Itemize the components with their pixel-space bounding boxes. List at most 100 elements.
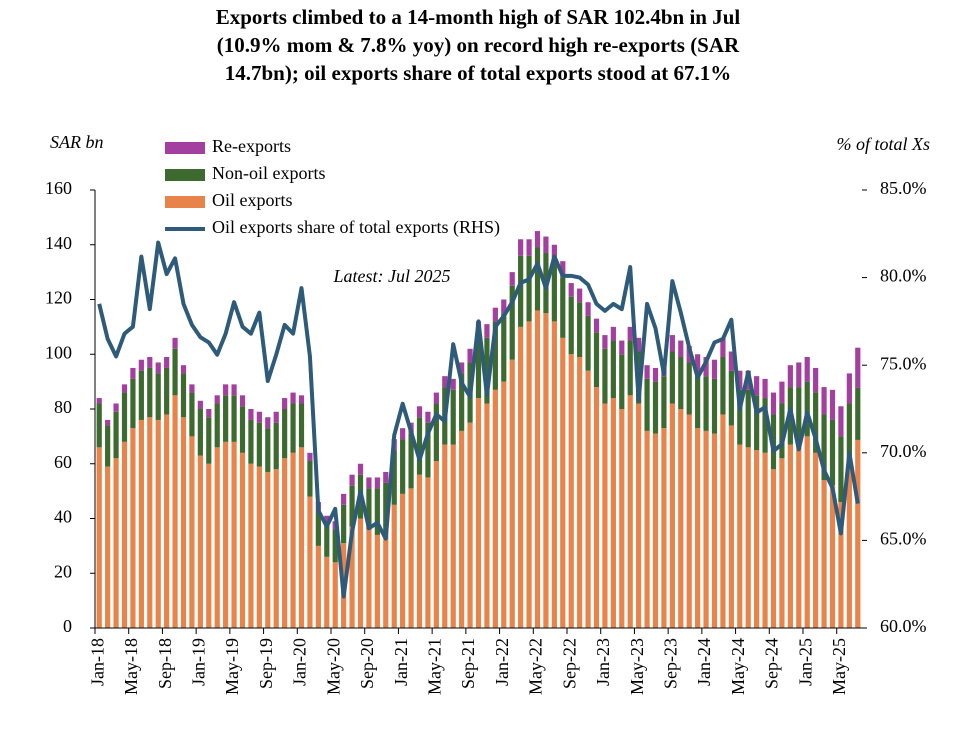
bar-segment bbox=[762, 378, 768, 399]
bar-segment bbox=[374, 477, 380, 489]
bar-segment bbox=[669, 335, 675, 352]
bar-segment bbox=[568, 354, 574, 628]
bar-segment bbox=[366, 488, 372, 530]
bar-segment bbox=[433, 403, 439, 462]
bar-segment bbox=[307, 452, 313, 462]
bar-segment bbox=[855, 347, 861, 388]
bar-segment bbox=[560, 277, 566, 338]
bar-segment bbox=[332, 562, 338, 628]
bar-segment bbox=[383, 471, 389, 483]
bar-segment bbox=[720, 414, 726, 628]
bar-segment bbox=[492, 321, 498, 390]
x-tick-label: Jan-18 bbox=[87, 638, 107, 686]
bar-segment bbox=[770, 392, 777, 415]
bar-segment bbox=[121, 441, 128, 628]
bar-segment bbox=[703, 376, 709, 431]
bar-segment bbox=[442, 376, 448, 388]
bar-segment bbox=[121, 384, 128, 393]
bar-segment bbox=[492, 307, 498, 322]
bar-segment bbox=[459, 362, 465, 374]
y-tick-label: 100 bbox=[45, 342, 72, 362]
bar-segment bbox=[307, 461, 313, 497]
bar-segment bbox=[273, 411, 279, 423]
bar-segment bbox=[265, 417, 271, 429]
y-tick-label: 40 bbox=[54, 507, 72, 527]
y2-tick-label: 65.0% bbox=[880, 529, 927, 549]
x-tick-label: Sep-20 bbox=[357, 638, 377, 689]
bar-segment bbox=[248, 419, 254, 464]
bar-segment bbox=[577, 302, 583, 357]
bar-segment bbox=[113, 403, 119, 412]
bar-segment bbox=[189, 392, 195, 437]
bar-segment bbox=[501, 299, 507, 314]
bar-segment bbox=[349, 485, 355, 527]
bar-segment bbox=[138, 370, 144, 420]
bar-segment bbox=[686, 362, 692, 415]
bar-segment bbox=[728, 425, 734, 628]
x-tick-label: Sep-19 bbox=[256, 638, 276, 689]
bar-segment bbox=[231, 384, 237, 396]
bar-segment bbox=[459, 373, 465, 431]
bar-segment bbox=[459, 430, 465, 628]
bar-segment bbox=[298, 403, 305, 448]
bar-segment bbox=[248, 463, 254, 628]
bar-segment bbox=[678, 356, 684, 409]
bar-segment bbox=[164, 414, 170, 628]
bar-segment bbox=[610, 326, 616, 341]
bar-segment bbox=[400, 428, 406, 440]
line bbox=[97, 240, 860, 599]
bar-segment bbox=[593, 387, 600, 628]
x-tick-label: Jan-19 bbox=[188, 638, 208, 686]
bar-segment bbox=[484, 324, 490, 338]
bar-segment bbox=[770, 469, 777, 628]
bar-segment bbox=[433, 461, 439, 628]
bar-segment bbox=[627, 340, 633, 396]
bar-segment bbox=[652, 367, 659, 382]
bar-segment bbox=[197, 455, 203, 628]
bar-segment bbox=[231, 441, 237, 628]
bar-segment bbox=[568, 296, 574, 355]
bar-segment bbox=[661, 376, 667, 429]
annotation: Latest: Jul 2025 bbox=[333, 266, 451, 286]
bar-segment bbox=[484, 337, 490, 404]
bar-segment bbox=[593, 318, 600, 333]
bar-segment bbox=[652, 433, 659, 628]
bar-segment bbox=[416, 417, 423, 475]
bar-segment bbox=[577, 288, 583, 303]
bar-segment bbox=[189, 384, 195, 393]
bar-segment bbox=[728, 370, 734, 426]
bar-segment bbox=[172, 395, 178, 628]
bar-segment bbox=[282, 398, 288, 409]
bar-segment bbox=[113, 411, 119, 459]
bar-segment bbox=[779, 381, 785, 404]
bar-segment bbox=[349, 474, 355, 486]
bar-segment bbox=[585, 370, 591, 628]
bar-segment bbox=[138, 359, 144, 371]
bar-segment bbox=[636, 403, 642, 628]
bar-segment bbox=[652, 381, 659, 434]
bar-segment bbox=[492, 389, 498, 628]
bar-segment bbox=[787, 365, 793, 388]
y-tick-label: 80 bbox=[54, 397, 72, 417]
legend-label: Oil exports share of total exports (RHS) bbox=[212, 217, 500, 238]
y-axis-label: SAR bn bbox=[50, 132, 104, 152]
bar-segment bbox=[467, 422, 473, 628]
bar-segment bbox=[543, 313, 549, 628]
bar-segment bbox=[357, 463, 364, 475]
bar-segment bbox=[602, 335, 608, 349]
bar-segment bbox=[467, 348, 473, 363]
x-tick-label: Sep-22 bbox=[559, 638, 579, 689]
bar-segment bbox=[189, 436, 195, 628]
bar-segment bbox=[96, 447, 102, 628]
bar-segment bbox=[180, 373, 187, 418]
x-tick-label: May-18 bbox=[121, 638, 141, 695]
bar-segment bbox=[391, 504, 397, 628]
bar-segment bbox=[720, 356, 726, 415]
bar-segment bbox=[585, 302, 591, 316]
bar-segment bbox=[408, 433, 414, 489]
y2-tick-label: 80.0% bbox=[880, 266, 927, 286]
bar-segment bbox=[703, 356, 709, 377]
bar-segment bbox=[560, 337, 566, 628]
bar-segment bbox=[214, 447, 220, 628]
bar-segment bbox=[526, 239, 532, 256]
